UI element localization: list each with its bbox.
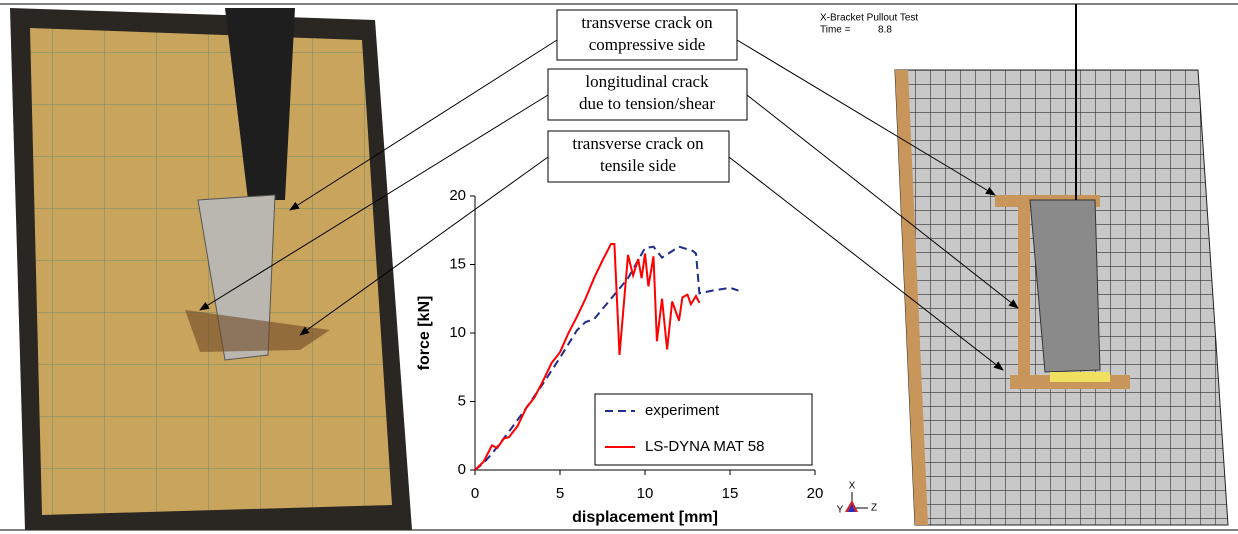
y-tick-label: 20: [449, 187, 466, 204]
callout-arrows: [199, 39, 1019, 371]
x-tick-label: 10: [637, 485, 654, 502]
callout-text: transverse crack on: [581, 13, 713, 32]
test-photo: [10, 8, 412, 530]
fe-title: X-Bracket Pullout Test: [820, 13, 918, 24]
y-tick-label: 10: [449, 324, 466, 341]
y-tick-label: 15: [449, 255, 466, 272]
callout-text: tensile side: [600, 156, 676, 175]
legend-box: [594, 393, 813, 466]
chart: 0 5 10 15 20 0 5 10 15 20 experiment LS-DYNA MAT 58: [449, 187, 823, 502]
y-tick-label: 0: [458, 461, 466, 478]
callout-text: compressive side: [589, 35, 706, 54]
triad-label: X: [849, 481, 856, 492]
x-tick-label: 15: [722, 485, 739, 502]
fe-time-label: Time =: [820, 25, 851, 36]
callout-text: transverse crack on: [572, 134, 704, 153]
legend-label: experiment: [645, 402, 720, 419]
triad-label: Y: [837, 505, 844, 516]
fe-mesh: [894, 4, 1229, 526]
x-tick-label: 20: [807, 485, 824, 502]
y-tick-label: 5: [458, 392, 466, 409]
series-line: [474, 245, 739, 471]
triad-label: Z: [871, 503, 877, 514]
fe-time-value: 8.8: [878, 25, 892, 36]
x-tick-label: 5: [556, 485, 564, 502]
x-tick-label: 0: [471, 485, 479, 502]
axis-triad: [845, 492, 868, 512]
y-axis-label: force [kN]: [416, 296, 433, 371]
callout-boxes: [547, 9, 748, 183]
legend-label: LS-DYNA MAT 58: [645, 438, 765, 455]
callout-text: due to tension/shear: [579, 94, 715, 113]
x-axis-label: displacement [mm]: [572, 509, 718, 526]
series-line: [474, 242, 701, 471]
callout-text: longitudinal crack: [585, 72, 709, 91]
